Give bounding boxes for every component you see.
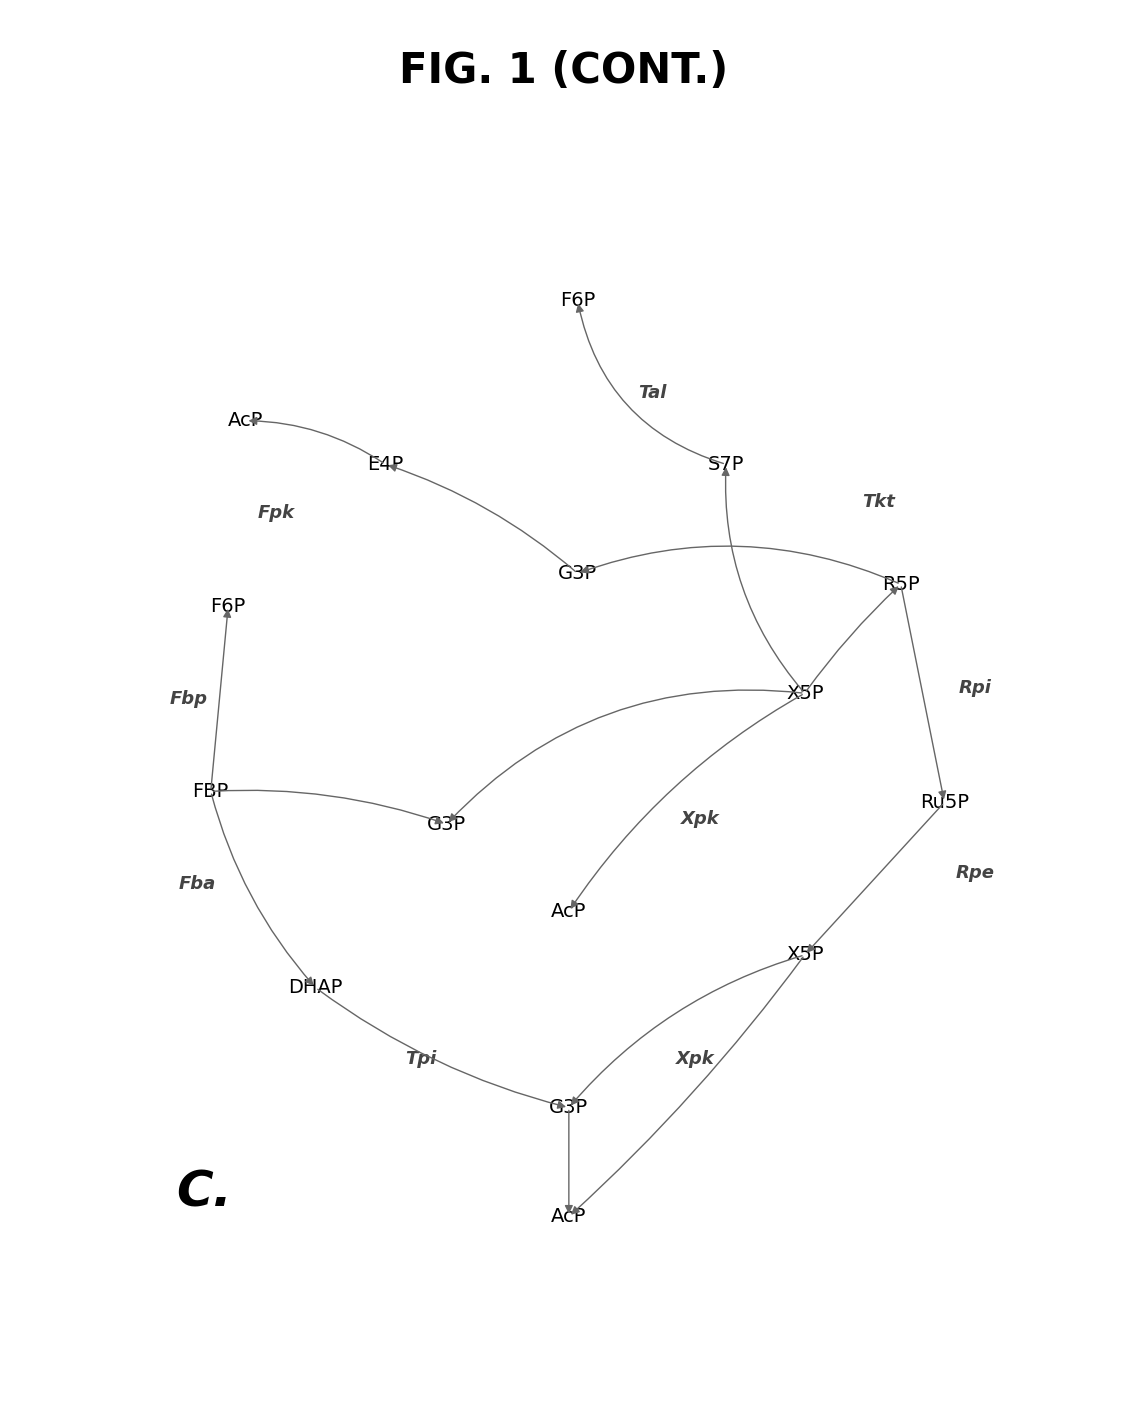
- Text: F6P: F6P: [560, 292, 595, 310]
- Text: X5P: X5P: [786, 684, 824, 702]
- Text: FIG. 1 (CONT.): FIG. 1 (CONT.): [399, 50, 728, 92]
- Text: Tal: Tal: [638, 384, 666, 402]
- Text: F6P: F6P: [211, 596, 246, 616]
- Text: FBP: FBP: [193, 782, 229, 801]
- Text: Tkt: Tkt: [862, 493, 895, 511]
- Text: C.: C.: [176, 1168, 231, 1216]
- Text: Fpk: Fpk: [258, 504, 295, 523]
- Text: Tpi: Tpi: [405, 1049, 436, 1068]
- Text: AcP: AcP: [228, 411, 264, 430]
- Text: Rpi: Rpi: [959, 678, 992, 697]
- Text: AcP: AcP: [551, 902, 586, 920]
- Text: Fba: Fba: [179, 875, 216, 893]
- Text: Xpk: Xpk: [681, 810, 719, 828]
- Text: X5P: X5P: [786, 946, 824, 964]
- Text: G3P: G3P: [427, 814, 467, 834]
- Text: G3P: G3P: [549, 1097, 588, 1117]
- Text: S7P: S7P: [708, 455, 744, 474]
- Text: DHAP: DHAP: [289, 978, 343, 997]
- Text: Ru5P: Ru5P: [920, 793, 969, 811]
- Text: R5P: R5P: [882, 575, 920, 593]
- Text: Fbp: Fbp: [170, 690, 207, 708]
- Text: E4P: E4P: [367, 455, 403, 474]
- Text: Rpe: Rpe: [956, 864, 994, 882]
- Text: AcP: AcP: [551, 1206, 586, 1226]
- Text: Xpk: Xpk: [676, 1049, 715, 1068]
- Text: G3P: G3P: [558, 564, 597, 583]
